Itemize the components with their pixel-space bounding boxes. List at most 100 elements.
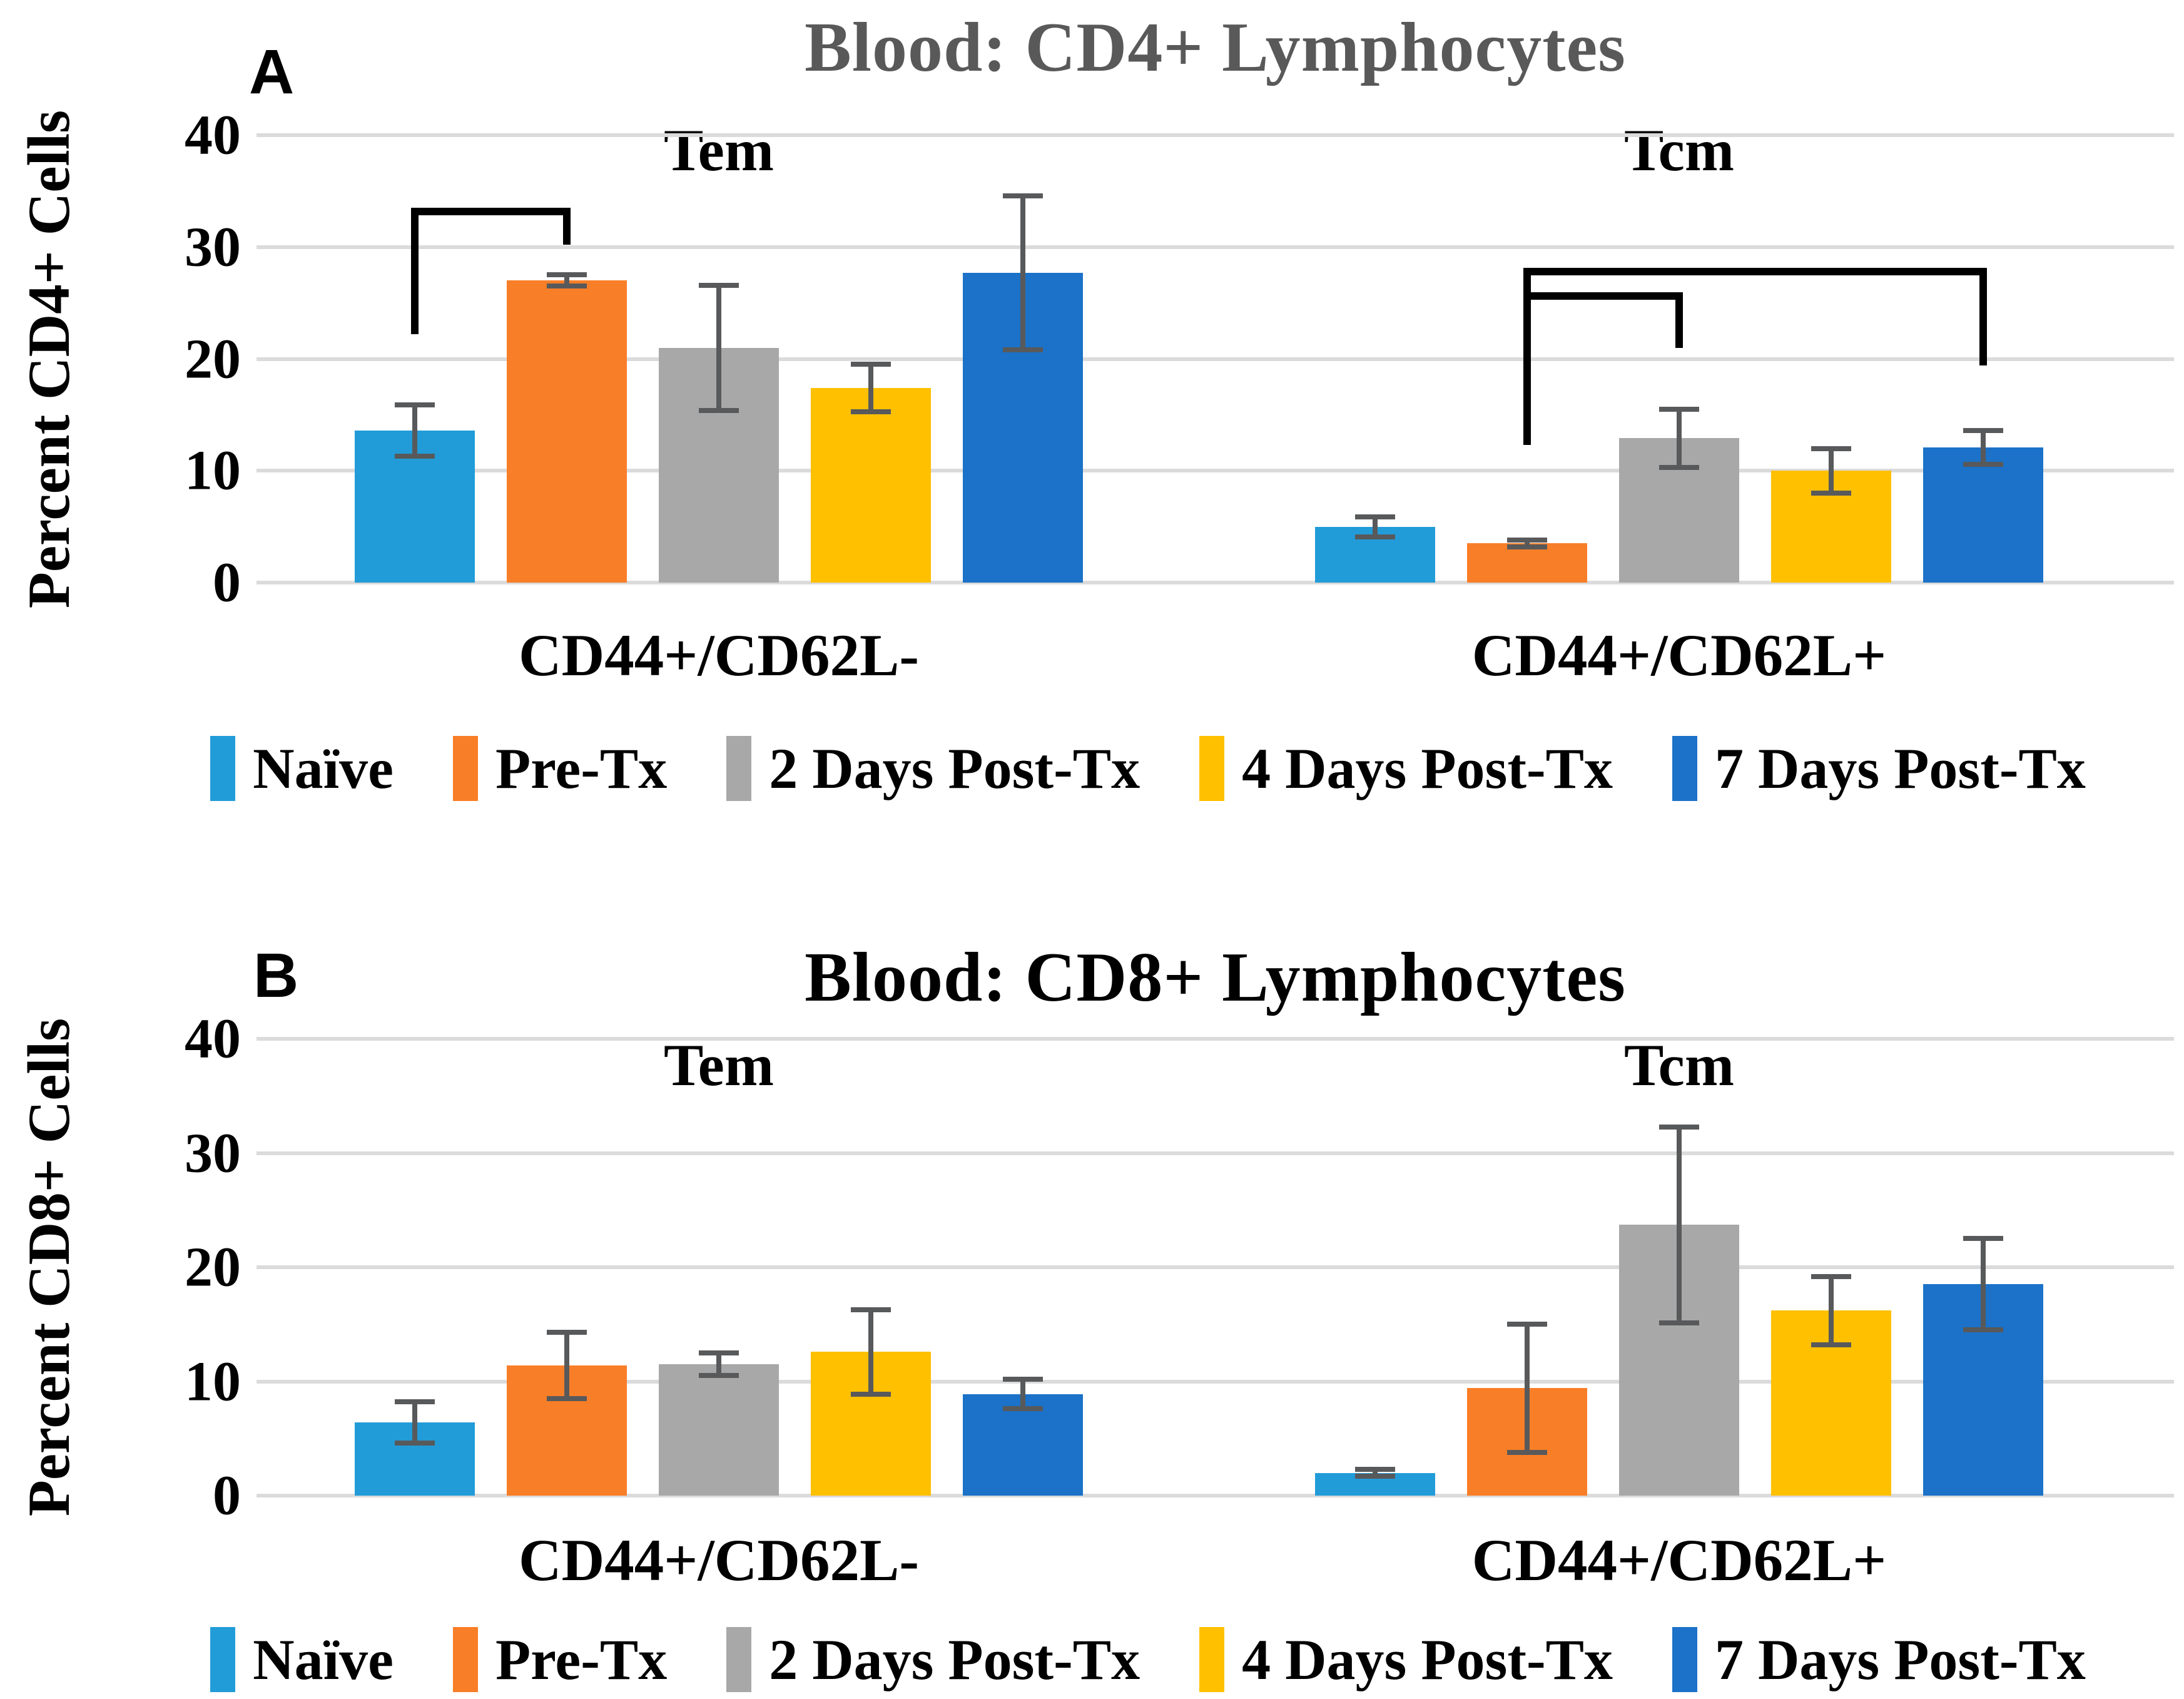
chart-title-a: Blood: CD4+ Lymphocytes <box>805 9 1626 86</box>
legend-item-7-days-post-tx: 7 Days Post-Tx <box>1672 735 2086 802</box>
bar-7-days-post-tx-g1 <box>1923 447 2043 583</box>
y-tick-label: 30 <box>185 1122 241 1184</box>
y-tick-label: 30 <box>185 216 241 278</box>
bar-pre-tx-g0 <box>507 280 627 583</box>
error-bar <box>1525 1324 1530 1452</box>
error-bar-cap <box>1963 427 2003 433</box>
panel-letter-a: A <box>249 37 295 107</box>
error-bar <box>564 275 569 287</box>
subset-label-tcm-a: Tcm <box>1624 117 1734 183</box>
significance-bracket-line <box>1523 272 1531 446</box>
chart-title-b: Blood: CD8+ Lymphocytes <box>805 939 1626 1016</box>
legend-item-pre-tx: Pre-Tx <box>452 1626 668 1693</box>
y-tick-label: 40 <box>185 104 241 166</box>
gridline-y10 <box>256 1379 2174 1384</box>
legend-item-na-ve: Naïve <box>210 1626 394 1693</box>
error-bar-cap <box>1003 193 1043 198</box>
category-label-b1: CD44+/CD62L+ <box>1471 1527 1887 1593</box>
error-bar-cap <box>1963 1236 2003 1242</box>
error-bar-cap <box>1963 1327 2003 1333</box>
significance-bracket-line <box>411 207 571 215</box>
error-bar-cap <box>395 1399 435 1405</box>
error-bar <box>1020 195 1025 350</box>
legend-swatch-icon <box>452 1627 478 1692</box>
y-axis-title-a: Percent CD4+ Cells <box>16 110 82 608</box>
gridline-y0 <box>256 1494 2174 1497</box>
error-bar-cap <box>1507 544 1547 549</box>
legend-swatch-icon <box>1199 736 1225 801</box>
category-label-b0: CD44+/CD62L- <box>519 1527 919 1593</box>
error-bar-cap <box>1507 538 1547 543</box>
error-bar-cap <box>1811 1273 1851 1279</box>
legend-a: Naïve Pre-Tx 2 Days Post-Tx 4 Days Post-Tx 7… <box>147 731 2149 806</box>
legend-swatch-icon <box>726 1627 752 1692</box>
significance-bracket-line <box>1523 292 1683 300</box>
error-bar <box>1020 1379 1025 1409</box>
legend-label: 4 Days Post-Tx <box>1242 1628 1613 1691</box>
error-bar-cap <box>851 409 891 414</box>
error-bar-cap <box>547 283 587 289</box>
error-bar <box>1677 1126 1682 1324</box>
error-bar-cap <box>395 402 435 407</box>
gridline-y20 <box>256 357 2174 361</box>
legend-item-2-days-post-tx: 2 Days Post-Tx <box>726 1626 1140 1693</box>
significance-bracket-line <box>1523 268 1987 276</box>
error-bar <box>412 1402 417 1444</box>
y-tick-label: 10 <box>185 1350 241 1412</box>
bar-4-days-post-tx-g0 <box>811 387 931 583</box>
error-bar <box>1981 1238 1986 1330</box>
y-tick-label: 40 <box>185 1008 241 1070</box>
bar-pre-tx-g1 <box>1467 543 1587 583</box>
error-bar-cap <box>851 1307 891 1312</box>
error-bar-cap <box>1355 514 1395 519</box>
error-bar <box>1373 1469 1378 1476</box>
y-axis-title-b: Percent CD8+ Cells <box>16 1018 82 1517</box>
legend-swatch-icon <box>452 736 478 801</box>
legend-item-na-ve: Naïve <box>210 735 394 802</box>
error-bar-cap <box>1659 1124 1699 1130</box>
error-bar <box>1829 448 1834 493</box>
error-bar-cap <box>1003 347 1043 353</box>
error-bar-cap <box>851 1391 891 1397</box>
error-bar-cap <box>1003 1406 1043 1412</box>
error-bar-cap <box>699 407 739 413</box>
error-bar-cap <box>1507 1449 1547 1455</box>
subset-label-tem-a: Tem <box>664 117 774 183</box>
y-tick-label: 0 <box>213 551 241 614</box>
error-bar <box>868 364 873 412</box>
legend-b: Naïve Pre-Tx 2 Days Post-Tx 4 Days Post-Tx 7… <box>147 1622 2149 1697</box>
error-bar-cap <box>699 282 739 288</box>
gridline-y40 <box>256 133 2174 137</box>
significance-bracket-line <box>563 211 571 245</box>
category-label-a1: CD44+/CD62L+ <box>1471 622 1887 688</box>
y-tick-label: 20 <box>185 328 241 390</box>
error-bar <box>1981 430 1986 464</box>
subset-label-tem-b: Tem <box>664 1032 774 1098</box>
legend-label: 7 Days Post-Tx <box>1714 737 2086 800</box>
legend-label: 4 Days Post-Tx <box>1242 737 1613 800</box>
legend-swatch-icon <box>210 1627 236 1692</box>
error-bar-cap <box>547 272 587 278</box>
legend-label: 2 Days Post-Tx <box>769 737 1140 800</box>
legend-swatch-icon <box>726 736 752 801</box>
legend-swatch-icon <box>210 736 236 801</box>
legend-item-2-days-post-tx: 2 Days Post-Tx <box>726 735 1140 802</box>
category-label-a0: CD44+/CD62L- <box>519 622 919 688</box>
legend-swatch-icon <box>1672 1627 1697 1692</box>
error-bar-cap <box>1811 1342 1851 1348</box>
legend-swatch-icon <box>1672 736 1697 801</box>
error-bar-cap <box>1811 446 1851 451</box>
significance-bracket-line <box>1979 272 1987 366</box>
error-bar <box>1829 1276 1834 1345</box>
legend-label: Pre-Tx <box>495 1628 668 1691</box>
error-bar-cap <box>1355 1467 1395 1472</box>
legend-item-4-days-post-tx: 4 Days Post-Tx <box>1199 735 1613 802</box>
error-bar-cap <box>1507 1322 1547 1327</box>
y-tick-label: 0 <box>213 1464 241 1527</box>
panel-letter-b: B <box>253 941 299 1011</box>
error-bar <box>868 1309 873 1394</box>
error-bar <box>716 285 721 411</box>
gridline-y30 <box>256 245 2174 249</box>
legend-label: Naïve <box>253 1628 394 1691</box>
error-bar <box>1525 540 1530 547</box>
